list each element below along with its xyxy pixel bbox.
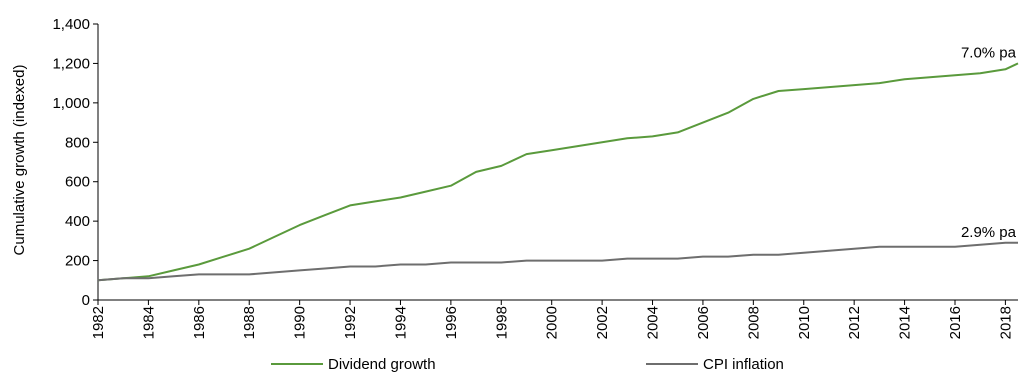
x-tick-label: 2006 xyxy=(695,306,712,339)
series-lines xyxy=(97,62,1019,282)
x-tick-label: 2016 xyxy=(947,306,964,339)
series-line-cpi-inflation xyxy=(97,241,1018,282)
legend-label: Dividend growth xyxy=(328,356,436,373)
x-tick-label: 1992 xyxy=(342,306,359,339)
x-tick-label: 1996 xyxy=(443,306,460,339)
x-tick-label: 2014 xyxy=(897,306,914,339)
y-tick-label: 0 xyxy=(82,292,90,309)
x-tick-label: 1990 xyxy=(292,306,309,339)
legend: Dividend growth CPI inflation xyxy=(271,356,784,373)
x-tick-label: 1986 xyxy=(191,306,208,339)
x-axis-ticks: 1982 1984 1986 1988 1990 1992 1994 1996 1998 2000… xyxy=(90,300,1014,339)
series-annotation: 2.9% pa xyxy=(961,224,1017,241)
y-tick-label: 1,000 xyxy=(52,95,90,112)
y-tick-label: 200 xyxy=(65,253,90,270)
y-tick-label: 1,200 xyxy=(52,55,90,72)
x-tick-label: 2018 xyxy=(997,306,1014,339)
y-tick-label: 600 xyxy=(65,174,90,191)
x-tick-label: 1984 xyxy=(140,306,157,339)
x-tick-label: 2008 xyxy=(745,306,762,339)
y-axis-title: Cumulative growth (indexed) xyxy=(11,65,28,256)
x-tick-label: 1982 xyxy=(90,306,107,339)
x-tick-label: 2000 xyxy=(544,306,561,339)
legend-label: CPI inflation xyxy=(703,356,784,373)
y-axis-ticks: 0 200 400 600 800 1,000 1,200 1,400 xyxy=(52,16,98,309)
x-tick-label: 2010 xyxy=(796,306,813,339)
x-tick-label: 1998 xyxy=(493,306,510,339)
x-tick-label: 2004 xyxy=(645,306,662,339)
y-tick-label: 800 xyxy=(65,134,90,151)
x-tick-label: 2002 xyxy=(594,306,611,339)
y-tick-label: 400 xyxy=(65,213,90,230)
y-tick-label: 1,400 xyxy=(52,16,90,33)
series-line-dividend-growth xyxy=(97,62,1019,282)
x-tick-label: 2012 xyxy=(846,306,863,339)
series-annotations: 7.0% pa 2.9% pa xyxy=(961,44,1017,240)
series-annotation: 7.0% pa xyxy=(961,44,1017,61)
x-tick-label: 1994 xyxy=(392,306,409,339)
x-tick-label: 1988 xyxy=(241,306,258,339)
